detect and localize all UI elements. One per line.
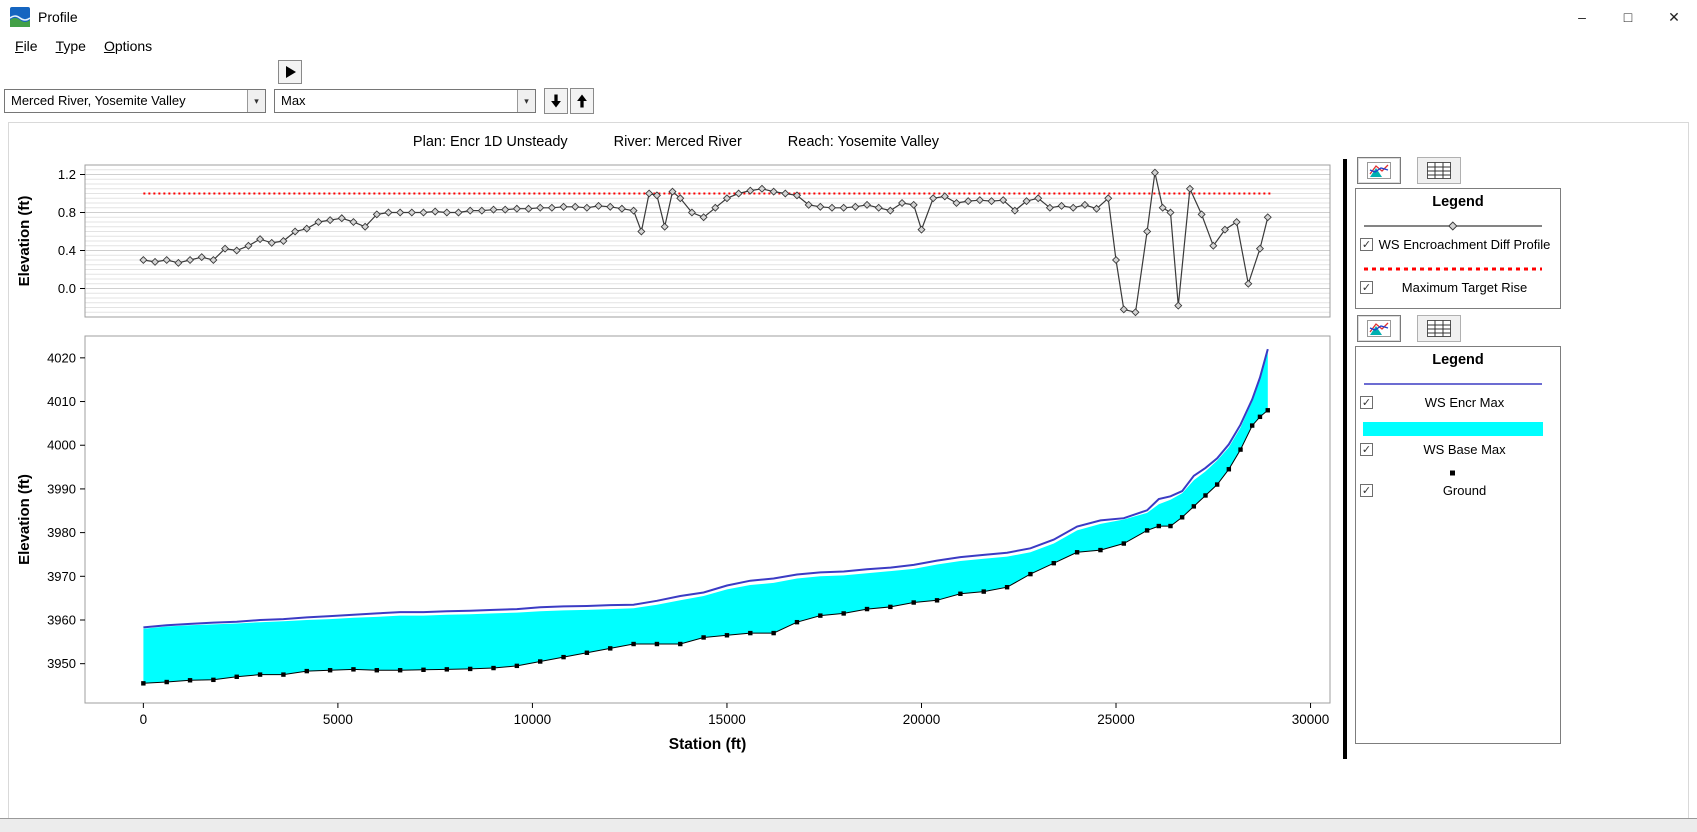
svg-text:Station (ft): Station (ft) <box>669 736 746 753</box>
arrow-up-icon <box>577 94 587 108</box>
legend-sample-blue-line <box>1356 372 1560 390</box>
profile-chart: 3950 3960 3970 3980 3990 4000 4010 4020 0 5000 100… <box>16 335 1331 753</box>
svg-text:1.2: 1.2 <box>58 167 76 182</box>
legend-sample-cyan-fill <box>1356 415 1560 437</box>
table-view-button-bottom[interactable] <box>1417 315 1461 342</box>
menu-options[interactable]: Options <box>103 38 153 54</box>
svg-text:4000: 4000 <box>47 438 76 453</box>
legend-title: Legend <box>1432 194 1484 210</box>
profile-value: Max <box>281 93 306 108</box>
legend-label: WS Encr Max <box>1424 395 1505 410</box>
encroachment-diff-chart: 0.0 0.4 0.8 1.2 Elevation (ft) <box>16 164 1331 318</box>
diff-legend-section: Legend ✓ WS Encroachment Diff Profile ✓ Max… <box>1355 157 1561 309</box>
menubar: File Type Options <box>0 34 1697 58</box>
river-reach-value: Merced River, Yosemite Valley <box>11 93 186 108</box>
legend-item: ✓ WS Encr Max <box>1356 390 1560 415</box>
profile-combo[interactable]: Max ▾ <box>274 89 536 113</box>
legend-checkbox[interactable]: ✓ <box>1360 396 1373 409</box>
svg-text:0: 0 <box>140 712 148 727</box>
svg-text:25000: 25000 <box>1097 712 1135 727</box>
selection-toolbar: Merced River, Yosemite Valley ▾ Max ▾ <box>0 86 1697 116</box>
panel-divider[interactable] <box>1343 159 1347 759</box>
legend-item: ✓ WS Base Max <box>1356 437 1560 462</box>
table-icon <box>1427 320 1451 337</box>
svg-text:0.0: 0.0 <box>58 281 76 296</box>
profile-view-toolbar <box>1355 315 1561 346</box>
svg-text:3990: 3990 <box>47 481 76 496</box>
minimize-button[interactable]: – <box>1578 9 1586 25</box>
svg-text:4020: 4020 <box>47 350 76 365</box>
svg-text:Elevation (ft): Elevation (ft) <box>16 474 33 565</box>
legend-label: WS Base Max <box>1423 442 1506 457</box>
legend-label: Ground <box>1442 483 1487 498</box>
legend-item: ✓ Maximum Target Rise <box>1356 275 1560 300</box>
window-controls: – □ ✕ <box>1559 0 1697 34</box>
previous-profile-button[interactable] <box>544 88 568 114</box>
plot-view-button-top[interactable] <box>1357 157 1401 184</box>
river-label: River: Merced River <box>613 134 742 150</box>
diff-view-toolbar <box>1355 157 1561 188</box>
legend-sample-black-square <box>1356 462 1560 478</box>
diff-legend-box: Legend ✓ WS Encroachment Diff Profile ✓ Max… <box>1355 188 1561 309</box>
plot-panel: Plan: Encr 1D Unsteady River: Merced Riv… <box>9 123 1343 818</box>
ws-base-max-area <box>143 351 1268 684</box>
table-icon <box>1427 162 1451 179</box>
legend-item: ✓ Ground <box>1356 478 1560 503</box>
svg-text:15000: 15000 <box>708 712 746 727</box>
legend-checkbox[interactable]: ✓ <box>1360 238 1373 251</box>
table-view-button-top[interactable] <box>1417 157 1461 184</box>
animation-toolbar <box>0 58 1697 86</box>
svg-text:10000: 10000 <box>514 712 552 727</box>
titlebar: Profile – □ ✕ <box>0 0 1697 34</box>
svg-text:0.4: 0.4 <box>58 243 76 258</box>
app-icon <box>10 7 30 27</box>
legend-title: Legend <box>1432 352 1484 368</box>
window-title: Profile <box>38 9 78 25</box>
animate-profiles-button[interactable] <box>278 60 302 84</box>
ws-encr-max-line <box>143 348 1269 629</box>
legend-checkbox[interactable]: ✓ <box>1360 443 1373 456</box>
close-button[interactable]: ✕ <box>1668 8 1680 25</box>
svg-text:3950: 3950 <box>47 656 76 671</box>
svg-text:4010: 4010 <box>47 394 76 409</box>
chevron-down-icon[interactable]: ▾ <box>517 90 535 112</box>
menu-file[interactable]: File <box>15 38 38 54</box>
svg-text:30000: 30000 <box>1292 712 1330 727</box>
legend-panel: Legend ✓ WS Encroachment Diff Profile ✓ Max… <box>1355 123 1561 818</box>
profile-legend-box: Legend ✓ WS Encr Max ✓ WS Base Max ✓ Ground <box>1355 346 1561 744</box>
svg-text:20000: 20000 <box>903 712 941 727</box>
next-profile-button[interactable] <box>570 88 594 114</box>
svg-text:Elevation (ft): Elevation (ft) <box>16 196 33 287</box>
reach-label: Reach: Yosemite Valley <box>787 134 940 150</box>
maximize-button[interactable]: □ <box>1623 9 1633 25</box>
svg-text:3960: 3960 <box>47 612 76 627</box>
legend-label: WS Encroachment Diff Profile <box>1378 237 1551 252</box>
svg-text:3980: 3980 <box>47 525 76 540</box>
plot-view-button-bottom[interactable] <box>1357 315 1401 342</box>
chart-icon <box>1367 320 1391 337</box>
legend-sample-red-dashed <box>1356 257 1560 275</box>
legend-sample-line-diamond <box>1356 214 1560 232</box>
svg-text:0.8: 0.8 <box>58 205 76 220</box>
plot-header: Plan: Encr 1D Unsteady River: Merced Riv… <box>9 123 1343 153</box>
river-reach-combo[interactable]: Merced River, Yosemite Valley ▾ <box>4 89 266 113</box>
chart-icon <box>1367 162 1391 179</box>
svg-text:5000: 5000 <box>323 712 353 727</box>
svg-text:3970: 3970 <box>47 569 76 584</box>
legend-label: Maximum Target Rise <box>1401 280 1528 295</box>
profile-legend-section: Legend ✓ WS Encr Max ✓ WS Base Max ✓ Ground <box>1355 315 1561 744</box>
play-icon <box>286 66 296 78</box>
legend-checkbox[interactable]: ✓ <box>1360 281 1373 294</box>
legend-item: ✓ WS Encroachment Diff Profile <box>1356 232 1560 257</box>
plan-label: Plan: Encr 1D Unsteady <box>412 134 568 150</box>
legend-checkbox[interactable]: ✓ <box>1360 484 1373 497</box>
chevron-down-icon[interactable]: ▾ <box>247 90 265 112</box>
menu-type[interactable]: Type <box>55 38 86 54</box>
plot-workspace: Plan: Encr 1D Unsteady River: Merced Riv… <box>8 122 1689 818</box>
underlying-window-strip <box>0 818 1697 832</box>
arrow-down-icon <box>551 94 561 108</box>
